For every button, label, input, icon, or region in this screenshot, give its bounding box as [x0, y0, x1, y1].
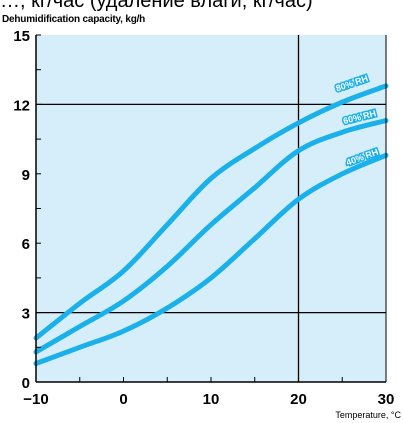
x-tick-label: −10 — [23, 391, 48, 408]
x-tick-label: 10 — [203, 391, 220, 408]
y-tick-label: 9 — [22, 167, 30, 184]
x-tick-label: 0 — [119, 391, 127, 408]
y-tick-label: 6 — [22, 236, 30, 253]
plot-area — [36, 35, 386, 382]
y-tick-label: 0 — [22, 375, 30, 392]
x-axis-title: Temperature, °C — [335, 410, 401, 420]
x-tick-label: 20 — [290, 391, 307, 408]
y-tick-label: 3 — [22, 306, 30, 323]
y-tick-label: 15 — [13, 28, 30, 45]
x-tick-label: 30 — [378, 391, 395, 408]
y-tick-label: 12 — [13, 97, 30, 114]
